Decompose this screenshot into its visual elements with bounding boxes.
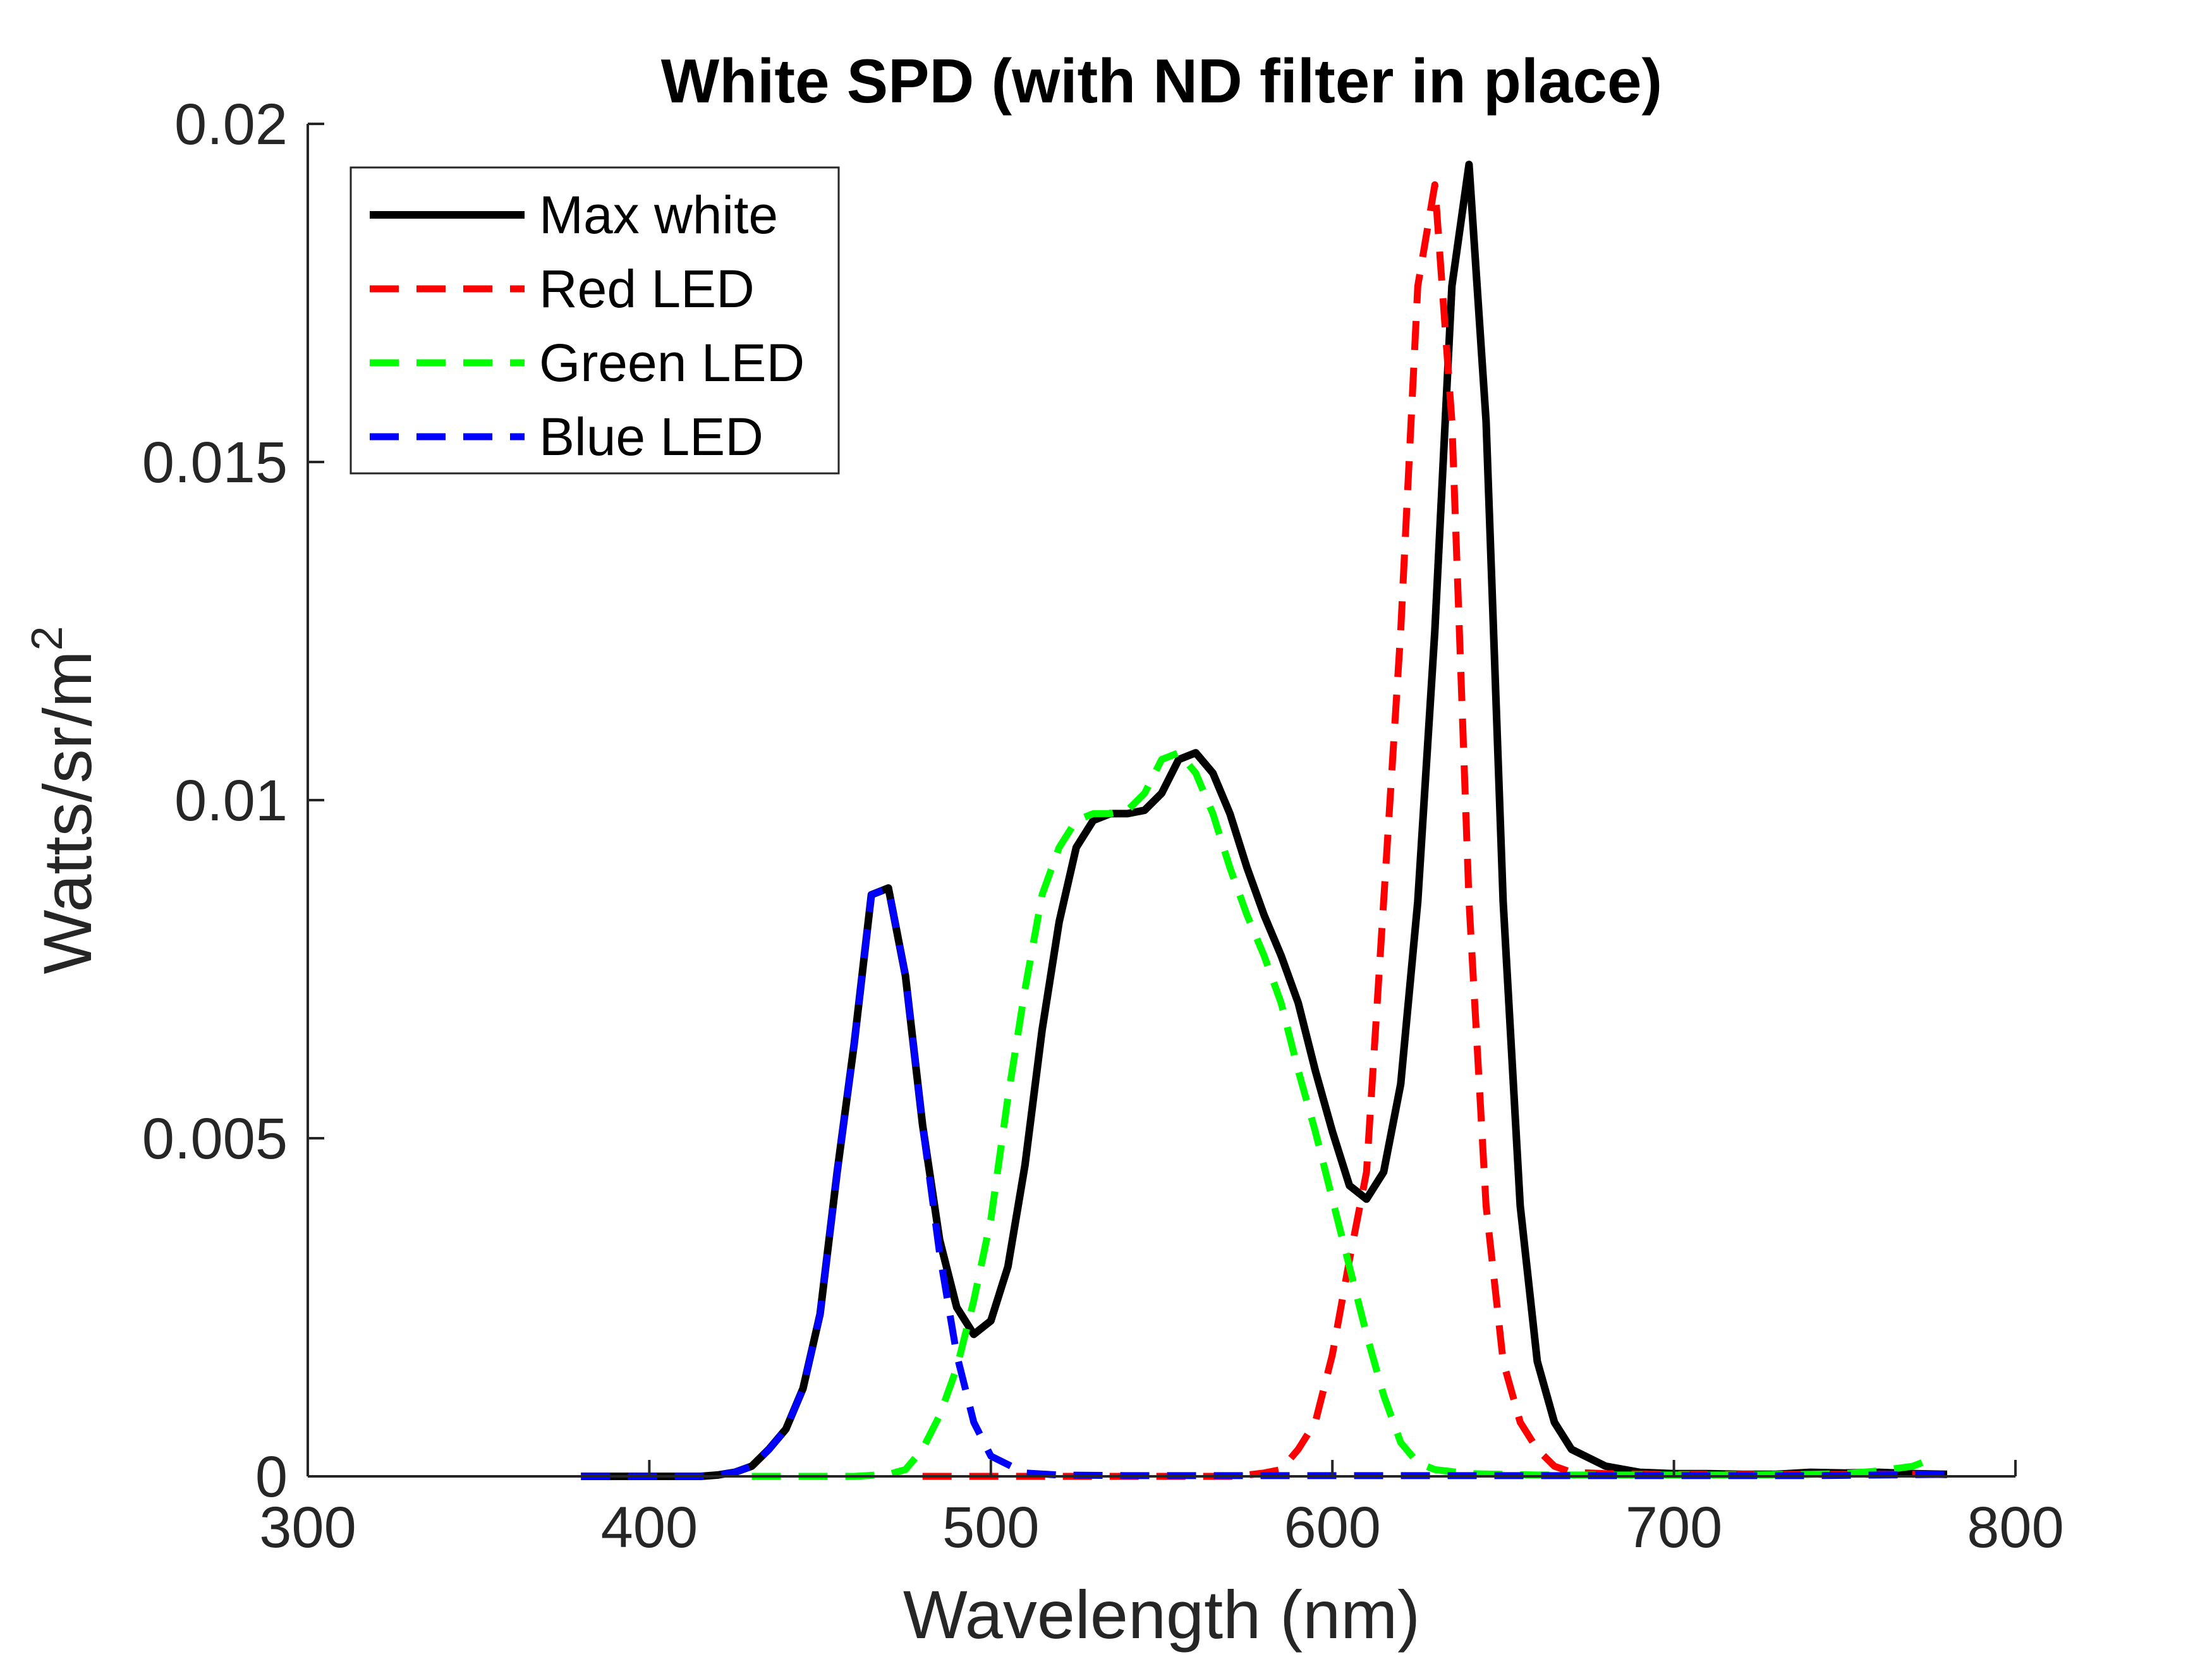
x-tick-label: 700 [1626, 1495, 1723, 1560]
series-line-blue-led [581, 884, 1947, 1480]
y-tick-label: 0.01 [174, 769, 288, 833]
legend-label-green-led: Green LED [539, 333, 805, 392]
y-ticks: 0 0.005 0.01 0.015 0.02 [142, 92, 324, 1509]
y-tick-label: 0.005 [142, 1107, 288, 1171]
x-tick-label: 500 [942, 1495, 1040, 1560]
x-tick-label: 300 [259, 1495, 356, 1560]
y-tick-label: 0.015 [142, 430, 288, 495]
y-tick-label: 0 [255, 1445, 288, 1509]
x-tick-label: 600 [1284, 1495, 1381, 1560]
x-ticks: 300 400 500 600 700 800 [259, 1460, 2064, 1560]
legend-label-max-white: Max white [539, 185, 778, 245]
chart-title: White SPD (with ND filter in place) [661, 46, 1662, 116]
x-tick-label: 800 [1967, 1495, 2064, 1560]
y-axis-label: Watts/sr/m2 [22, 626, 106, 975]
y-axis-label-base: Watts/sr/m [29, 650, 106, 974]
x-axis-label: Wavelength (nm) [903, 1576, 1420, 1653]
legend-label-blue-led: Blue LED [539, 407, 763, 466]
legend-label-red-led: Red LED [539, 259, 755, 319]
series-layer [581, 161, 1948, 1480]
series-line-green-led [751, 749, 1931, 1480]
y-axis-label-superscript: 2 [22, 626, 71, 651]
legend: Max white Red LED Green LED Blue LED [349, 166, 840, 475]
y-tick-label: 0.02 [174, 92, 288, 157]
x-tick-label: 400 [601, 1495, 698, 1560]
